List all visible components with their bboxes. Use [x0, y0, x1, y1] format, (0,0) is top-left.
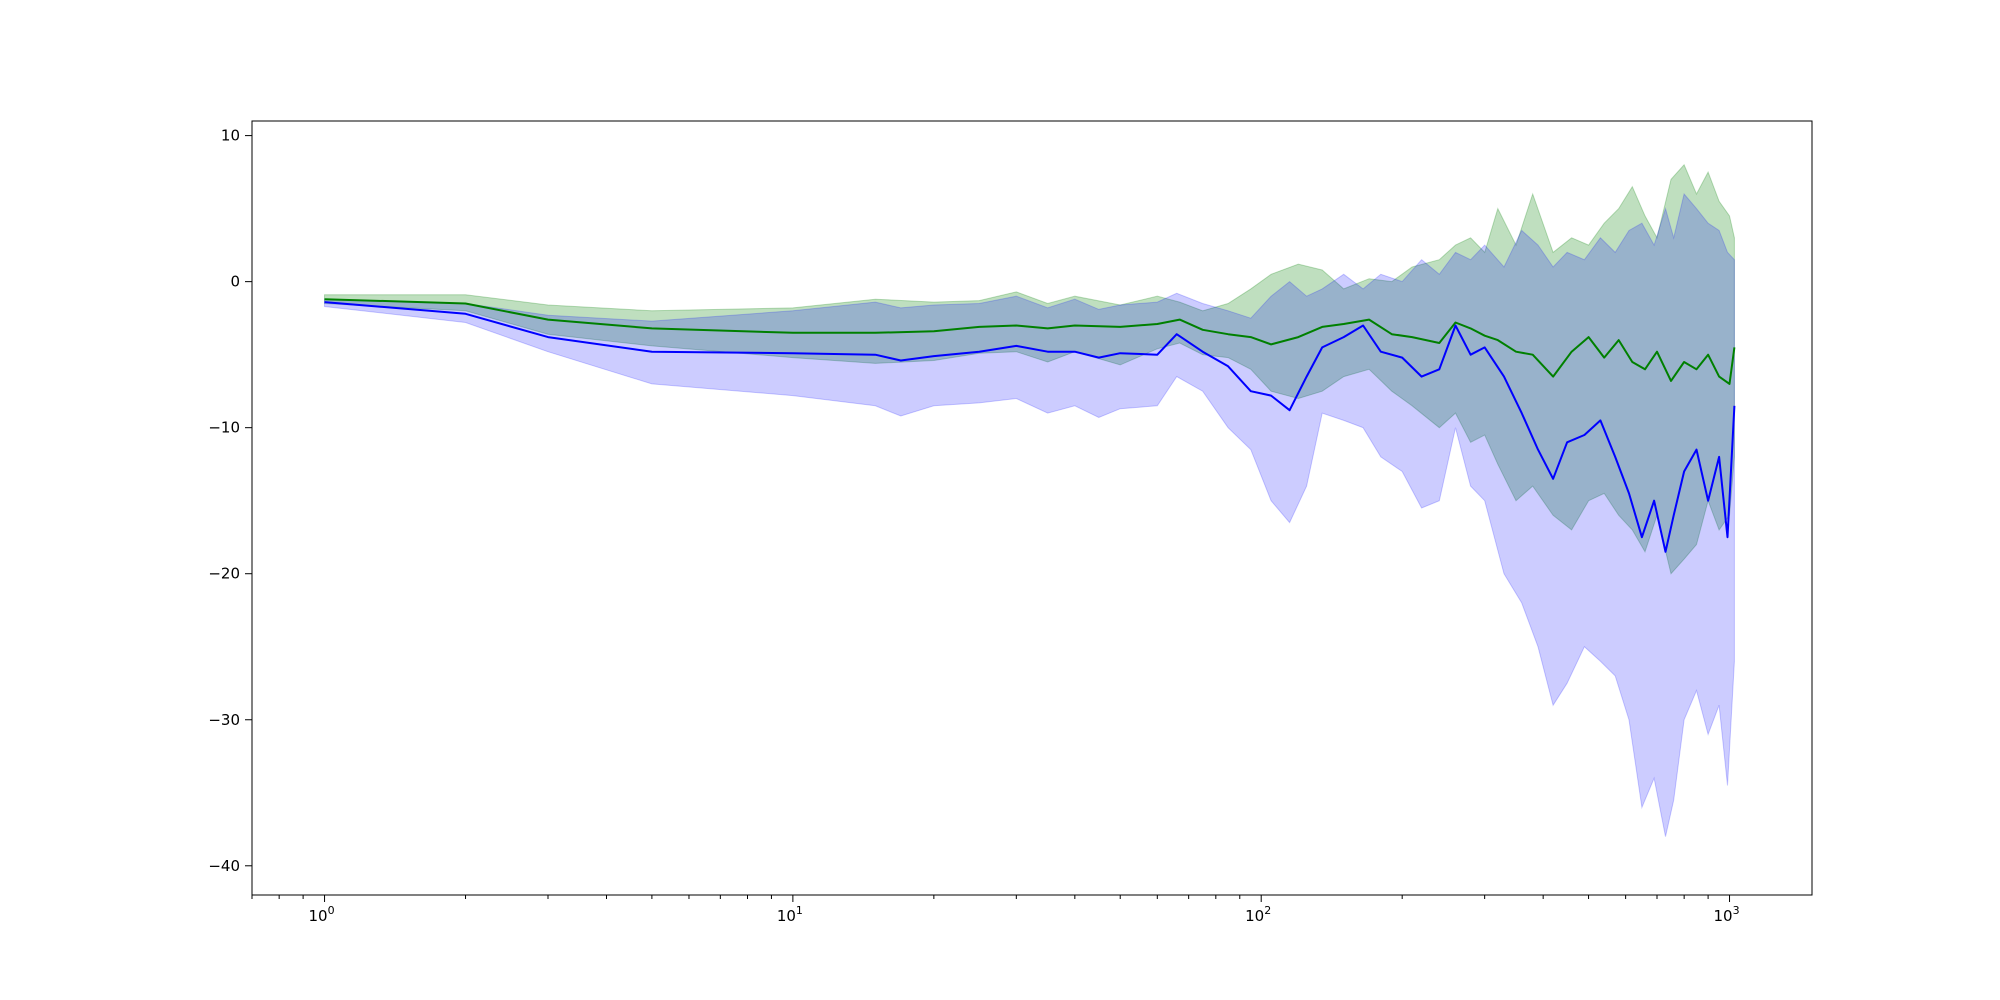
- x-tick-label: 101: [777, 904, 803, 925]
- x-tick-label: 103: [1713, 904, 1739, 925]
- series-1-line: [324, 298, 1736, 385]
- x-tick-label: 102: [1245, 904, 1271, 925]
- y-axis: 10 0 −10 −20 −30 −40: [208, 127, 252, 875]
- series-2-band: [324, 192, 1735, 837]
- plot-frame: [251, 120, 1813, 896]
- y-tick-label: 0: [230, 273, 240, 291]
- x-tick-label: 100: [308, 904, 334, 925]
- y-tick-label: −20: [208, 565, 240, 583]
- y-tick-label: −10: [208, 419, 240, 437]
- series-2-line: [324, 301, 1736, 553]
- x-axis: 100 101 102 103: [251, 895, 1740, 925]
- y-tick-label: 10: [221, 127, 240, 145]
- y-tick-label: −40: [208, 857, 240, 875]
- y-tick-label: −30: [208, 711, 240, 729]
- series-lines: [324, 298, 1736, 553]
